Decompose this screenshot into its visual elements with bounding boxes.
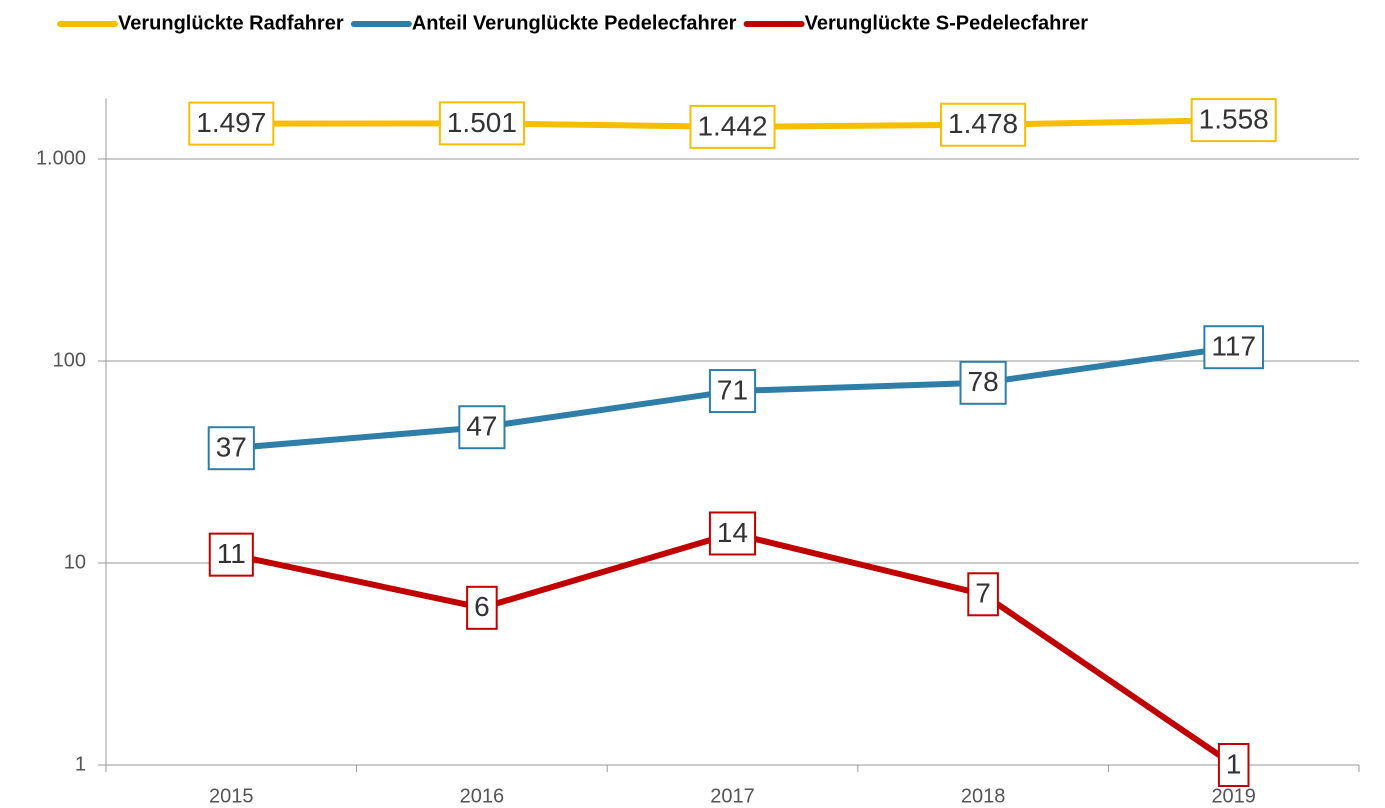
value-label: 1.501	[447, 107, 517, 138]
value-label-box	[708, 369, 757, 414]
value-label-box	[1203, 325, 1265, 370]
value-label-box	[466, 585, 498, 630]
y-tick-label: 1	[75, 753, 86, 775]
x-tick-label: 2015	[209, 785, 254, 807]
value-label-box	[1190, 98, 1277, 143]
x-tick-label: 2017	[710, 785, 755, 807]
value-label-box	[940, 102, 1027, 147]
series-line	[230, 530, 1236, 768]
value-label: 1	[1226, 748, 1242, 779]
x-tick-label: 2018	[961, 785, 1006, 807]
y-tick-label: 1.000	[36, 147, 86, 169]
value-label-box	[458, 405, 506, 450]
value-label: 78	[968, 366, 999, 397]
value-label: 1.442	[697, 110, 767, 141]
value-label: 47	[466, 411, 497, 442]
value-label-box	[1217, 743, 1250, 787]
value-label: 7	[975, 578, 991, 609]
legend-label: Verunglückte Radfahrer	[118, 12, 344, 34]
value-label: 37	[216, 432, 247, 463]
value-label-box	[207, 426, 255, 471]
value-label-box	[959, 360, 1007, 405]
x-tick-label: 2016	[460, 785, 505, 807]
value-label-box	[967, 572, 999, 617]
value-label-box	[438, 101, 525, 146]
x-tick-label: 2019	[1211, 785, 1256, 807]
value-label-box	[188, 101, 275, 146]
value-label: 14	[717, 517, 748, 548]
value-label: 71	[717, 374, 748, 405]
value-label: 117	[1211, 331, 1256, 362]
legend-label: Anteil Verunglückte Pedelecfahrer	[412, 12, 737, 34]
y-tick-label: 100	[53, 349, 86, 371]
value-label: 1.558	[1199, 103, 1269, 134]
value-label: 1.497	[196, 107, 266, 138]
y-tick-label: 10	[64, 551, 86, 573]
value-label-box	[708, 511, 757, 556]
value-label: 1.478	[948, 108, 1018, 139]
value-label-box	[208, 532, 254, 577]
value-label-box	[689, 104, 776, 149]
legend-label: Verunglückte S-Pedelecfahrer	[805, 12, 1089, 34]
value-label: 11	[217, 538, 246, 569]
value-label: 6	[474, 591, 490, 622]
